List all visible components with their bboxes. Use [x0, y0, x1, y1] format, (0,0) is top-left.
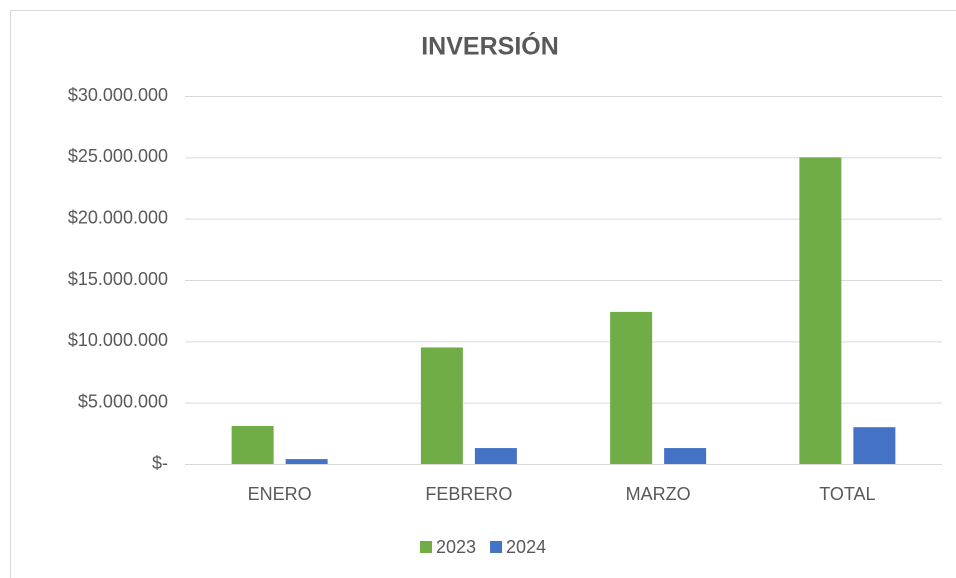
- bar: [664, 448, 707, 464]
- y-tick-label: $25.000.000: [68, 146, 168, 166]
- x-tick-label: ENERO: [248, 484, 312, 504]
- bar: [610, 311, 653, 464]
- legend-swatch: [490, 541, 503, 553]
- legend-label: 2024: [506, 537, 546, 557]
- x-tick-label: MARZO: [626, 484, 691, 504]
- bar: [853, 427, 896, 464]
- bar: [285, 459, 328, 464]
- y-tick-label: $10.000.000: [68, 330, 168, 350]
- x-tick-label: TOTAL: [819, 484, 875, 504]
- chart-title: INVERSIÓN: [421, 31, 559, 61]
- x-tick-label: FEBRERO: [425, 484, 512, 504]
- legend-label: 2023: [436, 537, 476, 557]
- y-tick-label: $-: [152, 453, 168, 473]
- y-tick-label: $30.000.000: [68, 85, 168, 105]
- y-tick-label: $20.000.000: [68, 207, 168, 227]
- bar: [420, 347, 463, 464]
- bar: [799, 157, 842, 465]
- chart-border: [10, 10, 956, 578]
- legend-swatch: [420, 541, 432, 553]
- y-tick-label: $5.000.000: [78, 391, 168, 411]
- bar: [231, 425, 274, 464]
- bar: [474, 448, 517, 464]
- y-tick-label: $15.000.000: [68, 269, 168, 289]
